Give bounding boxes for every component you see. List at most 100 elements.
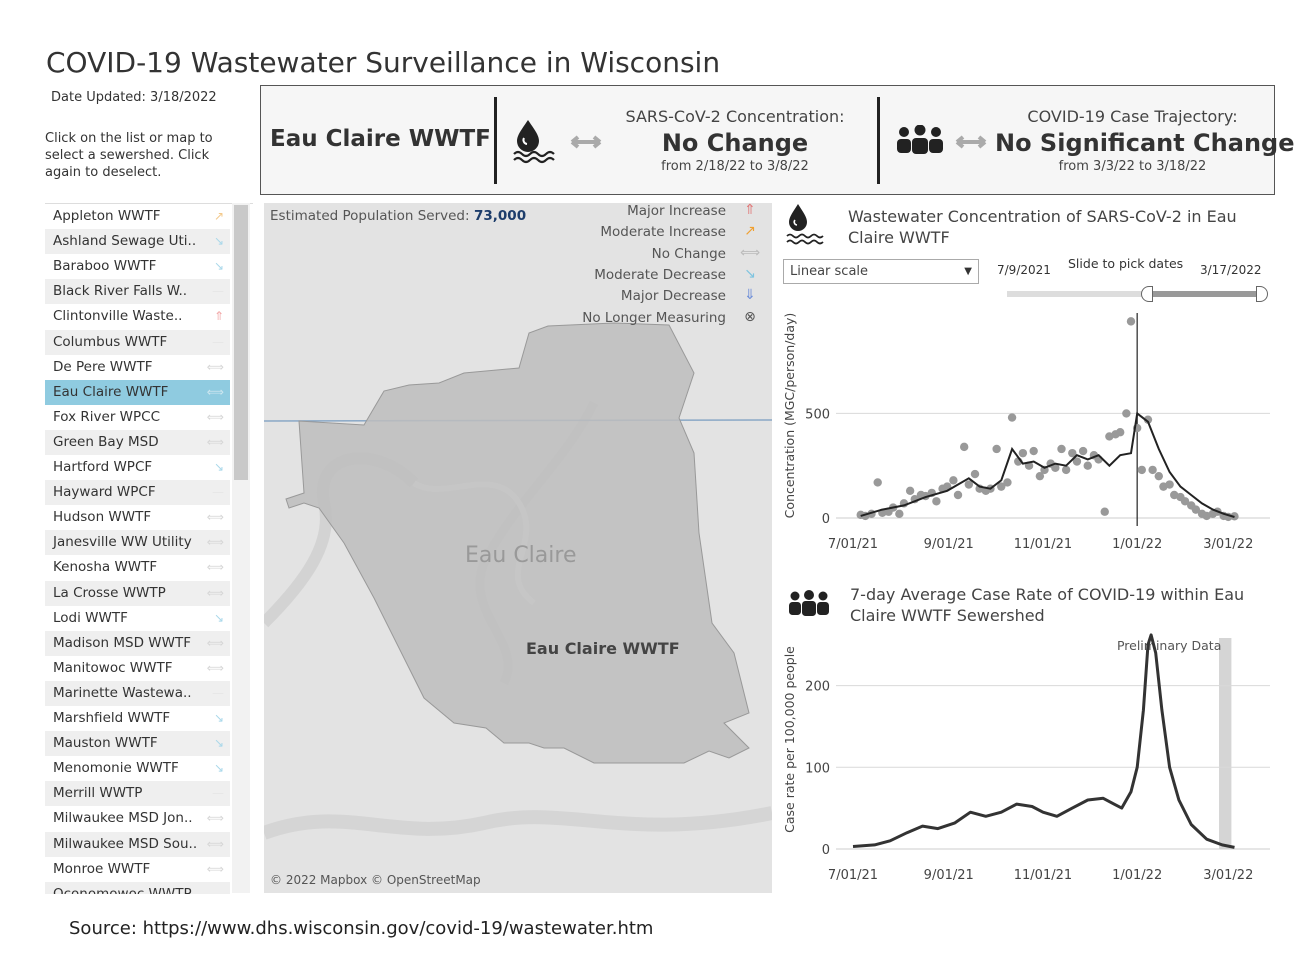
water-drop-icon	[786, 204, 824, 245]
data-point	[1072, 457, 1082, 466]
moderate-decrease-arrow: ↘	[744, 265, 756, 282]
site-list-item[interactable]: Ashland Sewage Uti.. ↘	[45, 229, 230, 255]
no-longer-measuring-icon: ⊗	[744, 308, 756, 325]
legend-label: Moderate Decrease	[594, 266, 726, 283]
legend-item: Major Increase ⇑	[540, 202, 770, 224]
site-list-item[interactable]: Manitowoc WWTF ⟺	[45, 656, 230, 681]
y-tick-label: 0	[822, 843, 830, 858]
legend-label: Moderate Increase	[600, 224, 726, 241]
site-name: Milwaukee MSD Sou..	[53, 835, 198, 852]
data-point	[895, 509, 904, 519]
map-view[interactable]	[264, 203, 772, 893]
site-list-item[interactable]: Monroe WWTF ⟺	[45, 857, 230, 882]
site-list-item[interactable]: Eau Claire WWTF ⟺	[45, 379, 230, 405]
preliminary-annotation: Preliminary Data	[1117, 638, 1221, 653]
map-facility-label: Eau Claire WWTF	[526, 639, 680, 658]
trajectory-status: No Significant Change	[995, 129, 1295, 157]
major-increase-arrow: ⇑	[744, 202, 756, 218]
concentration-label: SARS-CoV-2 Concentration:	[625, 107, 845, 126]
case-chart-title: 7-day Average Case Rate of COVID-19 with…	[850, 585, 1245, 625]
scale-dropdown[interactable]: Linear scale ▼	[783, 259, 979, 284]
site-list-item[interactable]: Hartford WPCF ↘	[45, 455, 230, 480]
x-tick-label: 11/01/21	[1014, 537, 1072, 552]
site-name: Fox River WPCC	[53, 408, 161, 425]
water-drop-icon	[513, 120, 602, 164]
site-name: Hayward WPCF	[53, 484, 156, 501]
slider-start-handle[interactable]	[1141, 286, 1153, 302]
site-name: Green Bay MSD	[53, 433, 159, 450]
site-list-item[interactable]: Oconomowoc WWTP —	[45, 881, 230, 894]
trend-moderate-decrease-icon: ↘	[213, 761, 224, 776]
trend-major-increase-icon: ⇑	[213, 309, 224, 324]
case-rate-chart: Preliminary Data 0 100 200 7/01/21 9/01/21 11/…	[782, 633, 1270, 883]
legend-item: Moderate Decrease ↘	[540, 265, 770, 288]
x-tick-label: 9/01/21	[924, 868, 974, 883]
site-list-item[interactable]: Kenosha WWTF ⟺	[45, 555, 230, 580]
case-rate-line	[852, 633, 1235, 849]
site-list-item[interactable]: Lodi WWTF ↘	[45, 606, 230, 631]
site-list-item[interactable]: Appleton WWTF ↗	[45, 204, 230, 229]
legend-label: Major Increase	[627, 203, 726, 219]
data-point	[949, 476, 958, 485]
site-name: Hudson WWTF	[53, 509, 152, 526]
site-list-item[interactable]: De Pere WWTF ⟺	[45, 355, 230, 380]
population-label: Estimated Population Served:	[270, 208, 470, 224]
date-slider-track[interactable]	[1007, 291, 1260, 297]
site-list-item[interactable]: Black River Falls W.. —	[45, 279, 230, 305]
slider-end-handle[interactable]	[1256, 286, 1268, 302]
preliminary-band	[1219, 638, 1232, 849]
site-list-item[interactable]: Janesville WW Utility ⟺	[45, 530, 230, 556]
site-list-item[interactable]: Marshfield WWTF ↘	[45, 706, 230, 731]
concentration-status: No Change	[661, 129, 809, 157]
data-point	[1165, 480, 1174, 489]
site-list-item[interactable]: Clintonville Waste.. ⇑	[45, 304, 230, 329]
site-name: Lodi WWTF	[53, 609, 128, 626]
trend-none-icon: —	[212, 786, 224, 801]
trend-no-change-icon: ⟺	[206, 861, 224, 876]
site-name: Milwaukee MSD Jon..	[53, 810, 193, 827]
legend-label: No Change	[651, 245, 726, 262]
y-tick-label: 100	[805, 761, 830, 776]
trend-no-change-icon: ⟺	[206, 434, 224, 449]
date-slider-range	[1145, 291, 1260, 297]
legend-item: No Change ⟺	[540, 244, 770, 267]
site-list-item[interactable]: La Crosse WWTP ⟺	[45, 580, 230, 606]
trend-no-change-icon: ⟺	[206, 409, 224, 424]
site-list-item[interactable]: Fox River WPCC ⟺	[45, 405, 230, 430]
map-attribution: © 2022 Mapbox © OpenStreetMap	[270, 873, 481, 887]
no-change-arrow-icon	[955, 135, 987, 149]
site-name: Baraboo WWTF	[53, 258, 157, 275]
site-list-item[interactable]: Columbus WWTF —	[45, 329, 230, 355]
site-list-item[interactable]: Hayward WPCF —	[45, 480, 230, 506]
site-list-item[interactable]: Mauston WWTF ↘	[45, 731, 230, 757]
site-name: Madison MSD WWTF	[53, 634, 191, 651]
no-change-arrow: ⟺	[740, 244, 761, 261]
site-list-item[interactable]: Merrill WWTP —	[45, 781, 230, 807]
site-list-item[interactable]: Green Bay MSD ⟺	[45, 429, 230, 455]
trend-no-change-icon: ⟺	[206, 635, 224, 650]
site-list-item[interactable]: Milwaukee MSD Jon.. ⟺	[45, 806, 230, 831]
scrollbar-thumb[interactable]	[234, 205, 248, 480]
data-point	[1061, 465, 1071, 475]
site-list-item[interactable]: Marinette Wastewa.. —	[45, 680, 230, 706]
site-list-item[interactable]: Hudson WWTF ⟺	[45, 505, 230, 530]
site-name: Eau Claire WWTF	[53, 383, 169, 400]
site-list-item[interactable]: Madison MSD WWTF ⟺	[45, 630, 230, 656]
y-tick-label: 200	[805, 680, 830, 695]
trend-none-icon: —	[212, 685, 224, 700]
data-point	[1126, 317, 1136, 326]
site-list-item[interactable]: Milwaukee MSD Sou.. ⟺	[45, 831, 230, 857]
data-point	[1100, 507, 1109, 516]
trend-moderate-decrease-icon: ↘	[213, 736, 224, 751]
site-list-item[interactable]: Menomonie WWTF ↘	[45, 756, 230, 781]
date-updated: Date Updated: 3/18/2022	[51, 90, 217, 105]
scale-dropdown-value: Linear scale	[790, 264, 869, 279]
trend-no-change-icon: ⟺	[206, 510, 224, 525]
source-citation: Source: https://www.dhs.wisconsin.gov/co…	[69, 918, 654, 939]
y-tick-label: 500	[805, 407, 830, 422]
slider-label: Slide to pick dates	[1068, 256, 1184, 271]
x-tick-label: 1/01/22	[1112, 868, 1162, 883]
data-point	[1083, 461, 1092, 470]
data-point	[964, 480, 974, 489]
site-list-item[interactable]: Baraboo WWTF ↘	[45, 254, 230, 279]
